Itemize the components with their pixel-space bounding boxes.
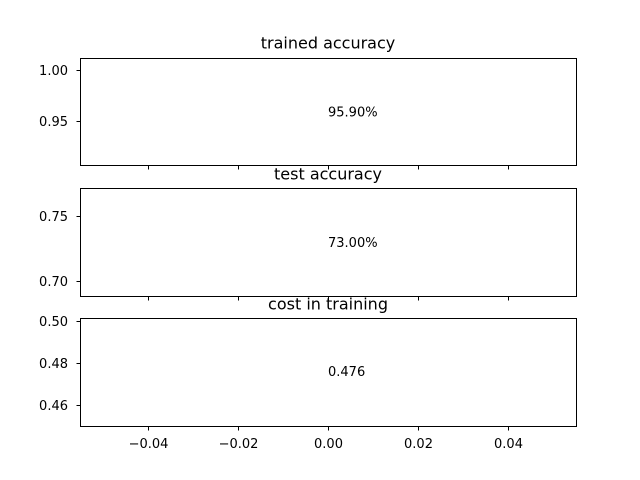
y-tick-label: 0.95	[39, 115, 68, 130]
x-tick-label: −0.02	[219, 437, 259, 452]
axes-frame	[80, 318, 577, 427]
y-tick-label: 0.75	[39, 210, 68, 225]
x-tick-label: 0.00	[314, 437, 343, 452]
subplot-title: trained accuracy	[261, 34, 396, 53]
subplot-trained-accuracy: trained accuracy 0.95 1.00 95.90%	[39, 34, 577, 170]
y-ticks: 0.46 0.48 0.50	[39, 315, 81, 414]
axes-frame	[80, 188, 577, 297]
y-tick-label: 1.00	[39, 64, 68, 79]
y-tick-label: 0.70	[39, 275, 68, 290]
data-label: 73.00%	[328, 236, 378, 251]
subplot-title: test accuracy	[274, 165, 382, 184]
x-ticks	[148, 165, 509, 170]
x-tick-label: 0.04	[494, 437, 523, 452]
y-ticks: 0.95 1.00	[39, 64, 81, 130]
data-label: 95.90%	[328, 106, 378, 121]
y-tick-label: 0.46	[39, 399, 68, 414]
y-tick-label: 0.50	[39, 315, 68, 330]
x-tick-label: −0.04	[129, 437, 169, 452]
subplot-cost-in-training: cost in training 0.46 0.48 0.50 −0.04 −0.02…	[39, 295, 577, 452]
data-label: 0.476	[328, 365, 365, 380]
axes-frame	[80, 58, 577, 166]
x-ticks: −0.04 −0.02 0.00 0.02 0.04	[129, 426, 523, 452]
subplot-test-accuracy: test accuracy 0.70 0.75 73.00%	[39, 165, 577, 301]
x-tick-label: 0.02	[404, 437, 433, 452]
x-ticks	[148, 296, 509, 301]
y-ticks: 0.70 0.75	[39, 210, 81, 290]
subplot-title: cost in training	[268, 295, 388, 314]
y-tick-label: 0.48	[39, 357, 68, 372]
